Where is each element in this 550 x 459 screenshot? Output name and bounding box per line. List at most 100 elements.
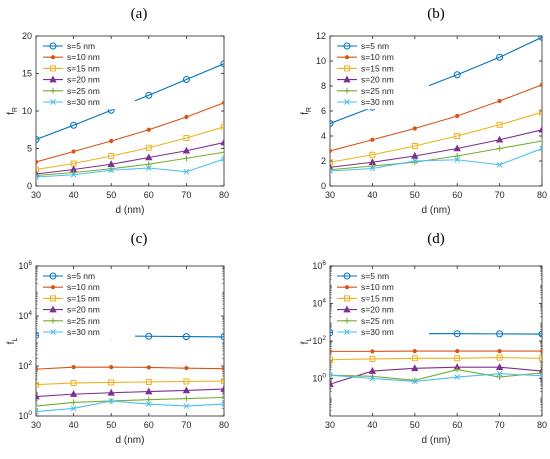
legend-entry: s=25 nm [361,316,394,326]
data-point [220,138,224,146]
legend-entry: s=30 nm [361,97,394,107]
data-point [107,388,115,396]
legend-entry: s=5 nm [361,271,389,281]
axes-box [35,265,225,417]
series-line [36,158,224,178]
x-tick-label: 60 [452,190,462,200]
legend-entry: s=30 nm [67,97,100,107]
data-point [145,165,152,171]
data-point [182,386,191,394]
legend-entry: s=15 nm [67,63,100,73]
data-point [49,272,57,280]
data-point [369,165,376,172]
data-point [539,369,542,376]
data-point [50,99,56,105]
x-axis-label: d (nm) [422,205,451,216]
data-point [496,53,504,61]
data-point [344,329,350,335]
y-tick-label: 102 [312,335,326,346]
data-point [50,65,56,72]
data-point [50,87,56,94]
data-point [50,55,56,60]
legend-entry: s=20 nm [361,75,394,85]
data-point [182,146,191,154]
data-point [454,374,461,380]
x-axis-label: d (nm) [422,435,451,446]
data-point [108,167,115,174]
y-tick-label: 106 [312,260,326,271]
data-point [539,348,542,354]
legend-entry: s=30 nm [361,327,394,337]
x-tick-label: 40 [69,420,79,430]
y-tick-label: 0 [27,181,32,191]
legend: s=5 nms=10 nms=15 nm s=20 nms=25 nms=30 n… [333,269,429,340]
data-point [36,403,39,410]
data-point [108,153,115,159]
data-point [220,384,224,392]
series-line [330,368,542,381]
series-line [330,366,542,385]
data-point [145,387,153,395]
series-line [36,400,224,413]
series-line [330,140,542,171]
data-point [496,374,503,381]
data-point [49,305,57,313]
legend: s=5 nms=10 nms=15 nm s=20 nms=25 nms=30 n… [333,39,429,110]
data-point [344,285,350,290]
panel-label: (b) [427,6,445,22]
x-tick-label: 30 [325,190,335,200]
data-point [183,155,190,162]
x-tick-label: 80 [537,190,547,200]
data-point [497,98,502,104]
data-point [454,153,461,159]
data-point [108,379,115,386]
data-point [330,159,333,166]
data-point [412,348,417,354]
data-point [330,120,334,127]
data-point [70,121,78,129]
data-point [221,123,224,130]
data-point [182,76,190,83]
data-point [183,168,190,175]
y-axis-label: fR [6,107,19,115]
y-tick-label: 20 [22,31,32,41]
data-point [50,285,56,290]
data-point [108,398,115,404]
data-point [454,156,461,163]
legend-entry: s=20 nm [67,75,100,85]
data-point [495,363,504,371]
x-tick-label: 40 [367,190,377,200]
x-tick-label: 60 [144,420,154,430]
plot-area [36,60,224,180]
data-point [411,377,418,384]
data-point [496,370,503,377]
data-point [183,135,190,141]
data-point [539,109,542,116]
x-tick-label: 50 [106,420,116,430]
data-point [221,378,224,385]
data-point [70,171,77,178]
data-point [330,356,333,363]
series-line [330,129,542,168]
y-tick-label: 104 [18,310,32,321]
data-point [344,317,350,324]
data-point [369,151,376,158]
data-point [50,295,56,302]
data-point [330,349,333,354]
data-point [70,405,77,412]
legend-entry: s=15 nm [361,293,394,303]
data-point [344,55,350,60]
legend-entry: s=10 nm [361,282,394,292]
y-tick-label: 10 [22,106,32,116]
data-point [538,125,542,133]
data-point [496,354,503,361]
x-tick-label: 40 [69,190,79,200]
y-tick-label: 6 [321,106,326,116]
legend: s=5 nms=10 nms=15 nm s=20 nms=25 nms=30 n… [39,269,135,340]
data-point [36,381,39,388]
series-line [330,111,542,163]
data-point [220,333,224,341]
data-point [343,75,351,83]
